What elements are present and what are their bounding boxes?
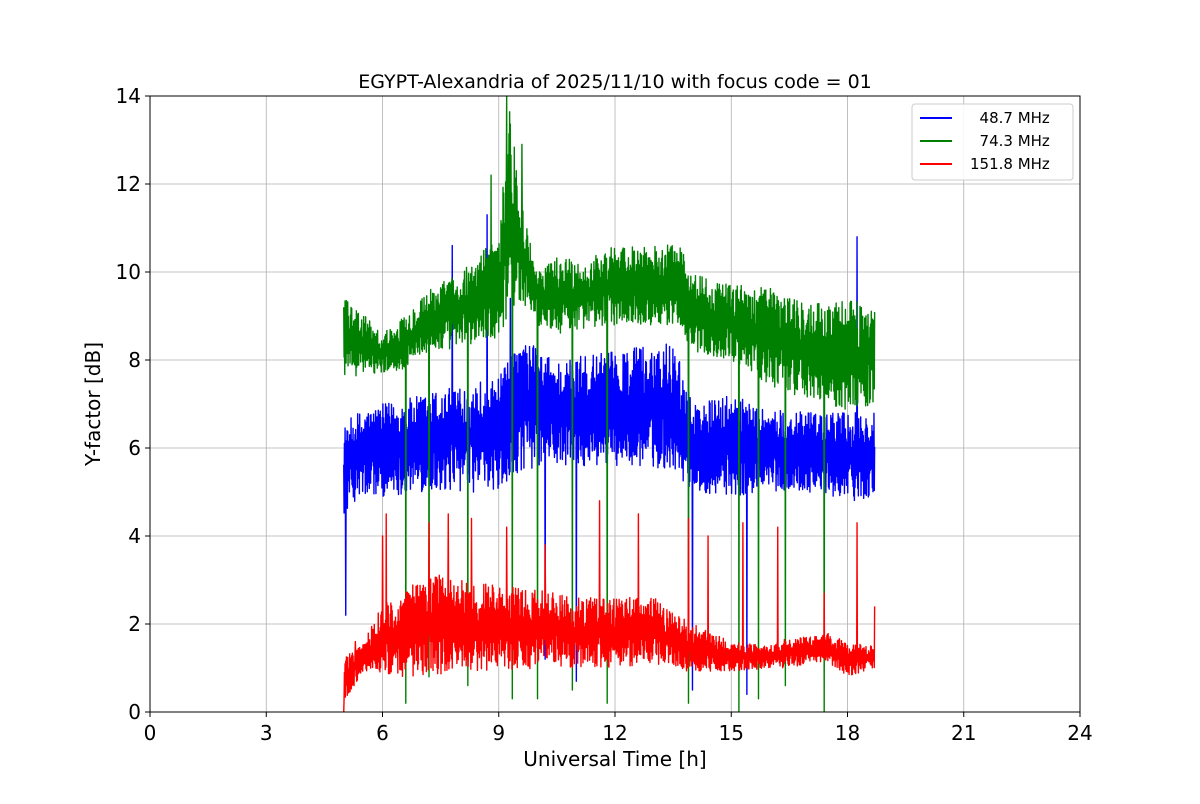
y-tick-label: 14 (116, 84, 141, 108)
legend-label-1: 74.3 MHz (970, 132, 1050, 150)
x-tick-label: 24 (1067, 721, 1092, 745)
x-tick-label: 6 (376, 721, 389, 745)
series-line-1 (343, 96, 876, 712)
legend-label-0: 48.7 MHz (970, 109, 1050, 127)
y-tick-label: 4 (128, 524, 141, 548)
legend: 48.7 MHz 74.3 MHz 151.8 MHz (911, 103, 1074, 181)
x-tick-label: 12 (602, 721, 627, 745)
x-tick-label: 3 (260, 721, 273, 745)
series-line-2 (343, 500, 876, 712)
x-axis-label: Universal Time [h] (523, 747, 706, 771)
legend-box (911, 103, 1074, 181)
y-tick-label: 6 (128, 436, 141, 460)
legend-label-2: 151.8 MHz (970, 155, 1050, 173)
chart-title: EGYPT-Alexandria of 2025/11/10 with focu… (358, 71, 872, 93)
x-tick-label: 15 (719, 721, 744, 745)
y-tick-label: 10 (116, 260, 141, 284)
y-tick-label: 8 (128, 348, 141, 372)
y-tick-label: 0 (128, 700, 141, 724)
y-tick-label: 12 (116, 172, 141, 196)
y-axis-label: Y-factor [dB] (81, 342, 105, 467)
x-tick-label: 9 (492, 721, 505, 745)
y-tick-label: 2 (128, 612, 141, 636)
x-tick-label: 0 (144, 721, 157, 745)
x-tick-label: 21 (951, 721, 976, 745)
x-tick-label: 18 (835, 721, 860, 745)
series-layer (343, 96, 876, 712)
